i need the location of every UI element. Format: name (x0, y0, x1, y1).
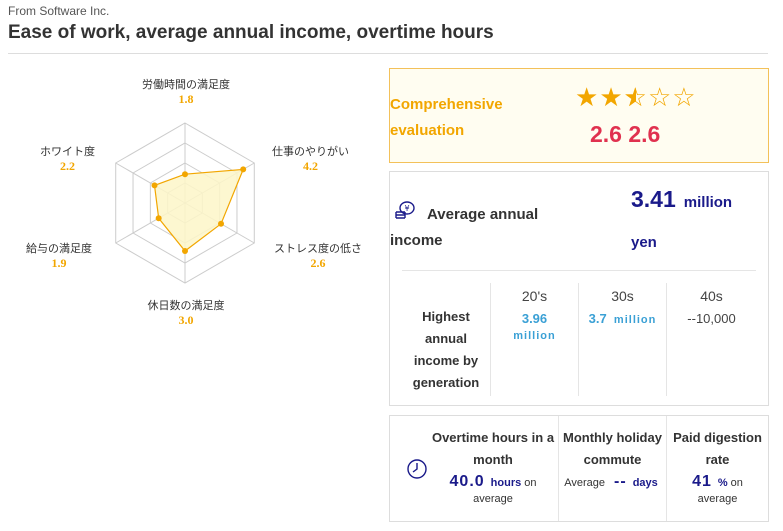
overtime-hours-stat: Overtime hours in a month 40.0 hours on av… (428, 416, 558, 521)
radar-data-point (218, 220, 225, 227)
overtime-suffix: on (524, 477, 537, 489)
radar-data-point (182, 248, 188, 254)
generation-20s: 20's 3.96 million (490, 283, 578, 396)
radar-label-holidays: 休日数の満足度 3.0 (140, 297, 232, 328)
overtime-head: Overtime hours in a month (431, 430, 555, 467)
radar-data-point (151, 182, 158, 189)
star-full-icon: ★ (575, 82, 600, 112)
generation-head: 30s (611, 288, 634, 304)
radar-label-low-stress: ストレス度の低さ 2.6 (274, 240, 362, 271)
paid-leave-value-line: 41% on (667, 473, 768, 491)
radar-axis-value: 1.8 (178, 92, 194, 106)
star-half-icon: ☆★ (623, 82, 648, 112)
evaluation-label: Comprehensive evaluation (390, 96, 503, 139)
generation-head: 20's (521, 288, 548, 304)
paid-leave-sub: average (697, 493, 738, 505)
radar-data-point (182, 171, 188, 178)
generation-30s: 30s 3.7 million (578, 283, 666, 396)
holiday-value: -- (614, 473, 627, 490)
radar-chart-svg (115, 122, 255, 284)
evaluation-card: Comprehensive evaluation ★★☆★☆☆ 2.6 2.6 (389, 68, 769, 163)
holiday-unit: days (632, 477, 658, 489)
income-value: 3.41 million (631, 186, 732, 213)
radar-data-area (153, 168, 245, 252)
coin-stack-icon: ¥ (395, 201, 415, 219)
overtime-unit: hours (490, 477, 522, 489)
radar-axis-value: 3.0 (178, 313, 194, 327)
work-stats-card: Overtime hours in a month 40.0 hours on av… (389, 415, 769, 522)
overtime-sub: average (473, 493, 513, 505)
radar-label-white-degree: ホワイト度 2.2 (40, 143, 95, 174)
radar-label-working-hours: 労働時間の満足度 1.8 (138, 76, 234, 107)
title-divider (8, 53, 768, 54)
generation-40s: 40s --10,000 (666, 283, 756, 396)
generation-value: 3.7 million (579, 311, 666, 326)
star-full-icon: ★ (599, 82, 624, 112)
generation-unit: million (613, 314, 657, 326)
generation-label: Highest annual income by generation (412, 309, 480, 390)
radar-axis-name: ストレス度の低さ (274, 243, 362, 255)
radar-data-point (155, 215, 162, 222)
clock-icon (407, 459, 427, 479)
overtime-value: 40.0 (449, 473, 485, 490)
star-rating: ★★☆★☆☆ (575, 83, 697, 111)
page-title: Ease of work, average annual income, ove… (8, 22, 494, 43)
holiday-commute-stat: Monthly holiday commute Average -- days (558, 416, 666, 521)
star-empty-icon: ☆ (672, 82, 697, 112)
income-divider (402, 270, 756, 271)
generation-number: 3.7 (588, 311, 607, 326)
radar-axis-value: 1.9 (51, 256, 67, 270)
evaluation-score: 2.6 2.6 (590, 121, 661, 147)
radar-chart: 労働時間の満足度 1.8 仕事のやりがい 4.2 ストレス度の低さ 2.6 休日… (0, 62, 380, 342)
income-number: 3.41 (631, 186, 676, 212)
income-unit-yen: yen (631, 234, 657, 251)
income-unit-million: million (683, 194, 733, 211)
radar-axis-value: 2.6 (310, 256, 326, 270)
holiday-prefix: Average (564, 477, 605, 489)
paid-leave-stat: Paid digestion rate 41% on average (666, 416, 768, 521)
generation-value: 3.96 (521, 311, 548, 326)
radar-axis-name: ホワイト度 (40, 146, 95, 158)
radar-data-point (240, 166, 247, 173)
generation-unit: million (513, 330, 556, 342)
radar-axis-name: 給与の満足度 (26, 243, 92, 255)
radar-axis-name: 休日数の満足度 (147, 300, 225, 312)
holiday-head: Monthly holiday commute (563, 430, 662, 467)
income-label: Average annual income (390, 206, 539, 249)
radar-axis-name: 仕事のやりがい (272, 146, 349, 158)
paid-leave-head: Paid digestion rate (673, 430, 762, 467)
holiday-value-line: Average -- days (559, 473, 666, 491)
company-name: From Software Inc. (8, 4, 110, 18)
star-empty-icon: ☆ (647, 82, 673, 112)
radar-label-rewarding-work: 仕事のやりがい 4.2 (272, 143, 349, 174)
paid-leave-suffix: on (730, 477, 743, 489)
paid-leave-value: 41 (692, 473, 712, 490)
radar-axis-name: 労働時間の満足度 (142, 79, 230, 91)
generation-head: 40s (700, 288, 723, 304)
radar-axis-value: 2.2 (60, 159, 75, 173)
radar-label-salary: 給与の満足度 1.9 (26, 240, 92, 271)
paid-leave-unit: % (717, 477, 728, 489)
income-card: ¥ Average annual income 3.41 million yen … (389, 171, 769, 406)
generation-value: --10,000 (687, 311, 736, 326)
radar-axis-value: 4.2 (303, 159, 318, 173)
svg-text:¥: ¥ (404, 204, 409, 213)
overtime-value-line: 40.0 hours on (428, 473, 558, 491)
